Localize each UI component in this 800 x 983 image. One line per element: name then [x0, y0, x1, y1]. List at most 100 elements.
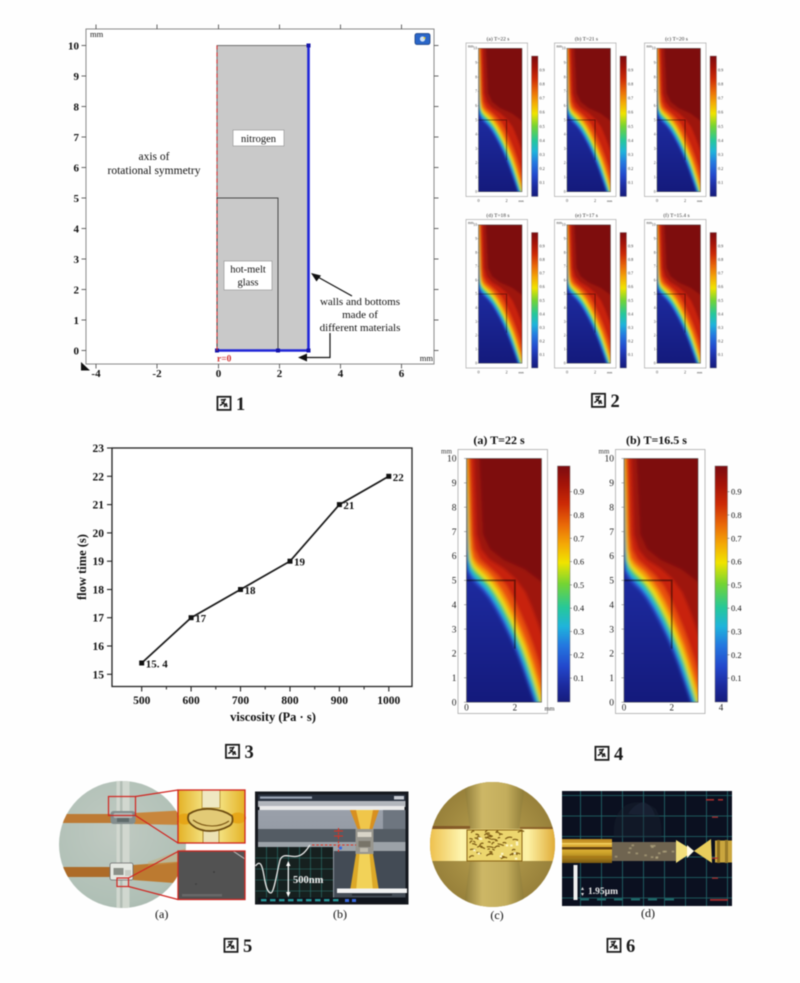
svg-text:2: 2: [611, 392, 620, 412]
svg-text:10: 10: [652, 47, 656, 51]
svg-text:0.8: 0.8: [628, 257, 633, 262]
svg-text:glass: glass: [238, 278, 259, 289]
svg-text:17: 17: [195, 613, 207, 625]
svg-text:4: 4: [564, 306, 566, 310]
svg-text:(b) T=16.5 s: (b) T=16.5 s: [626, 433, 687, 447]
svg-text:nitrogen: nitrogen: [241, 134, 277, 145]
svg-text:mm: mm: [557, 45, 563, 49]
svg-text:mm: mm: [90, 29, 104, 39]
svg-text:2: 2: [475, 334, 477, 338]
svg-text:6: 6: [609, 552, 614, 562]
svg-text:10: 10: [652, 223, 656, 227]
svg-text:0.6: 0.6: [731, 557, 742, 567]
svg-text:mm: mm: [441, 448, 452, 456]
svg-text:2: 2: [475, 161, 477, 165]
svg-text:0.8: 0.8: [718, 82, 723, 87]
svg-text:5: 5: [654, 292, 656, 296]
svg-text:0.9: 0.9: [628, 68, 633, 73]
svg-text:3: 3: [452, 625, 457, 635]
svg-text:700: 700: [232, 695, 250, 707]
svg-text:1: 1: [654, 176, 656, 180]
svg-text:0.2: 0.2: [718, 166, 723, 171]
svg-text:6: 6: [626, 937, 635, 957]
svg-text:0: 0: [654, 190, 656, 194]
svg-text:7: 7: [452, 528, 457, 538]
svg-text:mm: mm: [468, 221, 474, 225]
svg-text:0.2: 0.2: [731, 650, 742, 660]
svg-text:10: 10: [68, 41, 80, 53]
svg-text:9: 9: [564, 237, 566, 241]
svg-text:0.6: 0.6: [718, 284, 723, 289]
svg-text:0: 0: [656, 198, 658, 203]
svg-text:0.2: 0.2: [540, 338, 545, 343]
svg-text:0.1: 0.1: [628, 180, 633, 185]
svg-text:4: 4: [475, 306, 477, 310]
svg-text:(a) T=22 s: (a) T=22 s: [473, 433, 525, 447]
svg-text:8: 8: [609, 503, 614, 513]
svg-text:1: 1: [74, 315, 80, 327]
svg-text:0.2: 0.2: [540, 166, 545, 171]
svg-text:0.1: 0.1: [540, 352, 545, 357]
svg-text:mm: mm: [607, 199, 613, 203]
svg-text:4: 4: [654, 306, 656, 310]
svg-text:0: 0: [464, 703, 469, 713]
svg-text:0: 0: [654, 361, 656, 365]
svg-text:2: 2: [505, 370, 507, 375]
svg-text:0.1: 0.1: [718, 180, 723, 185]
svg-text:0: 0: [452, 698, 457, 708]
svg-text:5: 5: [74, 193, 80, 205]
svg-text:1: 1: [475, 176, 477, 180]
svg-text:17: 17: [93, 613, 105, 625]
svg-text:0: 0: [475, 361, 477, 365]
svg-text:2: 2: [669, 703, 674, 713]
svg-text:0.9: 0.9: [540, 68, 545, 73]
svg-text:21: 21: [343, 500, 354, 512]
svg-text:0.9: 0.9: [540, 244, 545, 249]
svg-text:-4: -4: [91, 368, 101, 380]
svg-text:8: 8: [654, 251, 656, 255]
svg-text:3: 3: [564, 147, 566, 151]
svg-text:0.7: 0.7: [731, 533, 742, 543]
svg-text:flow time (s): flow time (s): [75, 534, 89, 600]
svg-text:mm: mm: [557, 221, 563, 225]
svg-text:mm: mm: [420, 353, 434, 363]
svg-text:7: 7: [609, 528, 614, 538]
svg-text:18: 18: [93, 585, 105, 597]
svg-text:600: 600: [182, 695, 200, 707]
svg-text:0.7: 0.7: [574, 533, 585, 543]
svg-text:0.1: 0.1: [574, 673, 585, 683]
svg-text:0.8: 0.8: [718, 257, 723, 262]
svg-text:1.95µm: 1.95µm: [588, 887, 618, 897]
svg-text:3: 3: [609, 625, 614, 635]
svg-text:2: 2: [684, 370, 686, 375]
svg-text:4: 4: [719, 703, 724, 713]
svg-text:7: 7: [564, 265, 566, 269]
svg-text:1: 1: [654, 348, 656, 352]
svg-text:5: 5: [452, 577, 457, 587]
svg-text:0.2: 0.2: [628, 166, 633, 171]
svg-text:0.6: 0.6: [574, 557, 585, 567]
svg-text:0.9: 0.9: [718, 68, 723, 73]
svg-text:2: 2: [564, 161, 566, 165]
svg-text:0.8: 0.8: [540, 257, 545, 262]
svg-text:0.3: 0.3: [628, 152, 633, 157]
svg-text:(d): (d): [641, 906, 655, 920]
svg-text:0.1: 0.1: [540, 180, 545, 185]
svg-text:-2: -2: [152, 368, 162, 380]
svg-text:4: 4: [654, 133, 656, 137]
svg-text:3: 3: [654, 147, 656, 151]
svg-text:3: 3: [74, 254, 80, 266]
svg-text:0.7: 0.7: [718, 96, 723, 101]
svg-text:3: 3: [475, 320, 477, 324]
svg-text:0.6: 0.6: [718, 110, 723, 115]
svg-text:5: 5: [564, 292, 566, 296]
svg-text:0.8: 0.8: [731, 510, 742, 520]
svg-text:0.5: 0.5: [540, 124, 545, 129]
svg-text:(f) T=15.4 s: (f) T=15.4 s: [663, 212, 689, 219]
svg-text:9: 9: [654, 237, 656, 241]
svg-text:2: 2: [654, 334, 656, 338]
svg-text:0.3: 0.3: [540, 152, 545, 157]
svg-text:2: 2: [609, 650, 614, 660]
svg-text:4: 4: [614, 745, 623, 765]
svg-text:0.6: 0.6: [628, 284, 633, 289]
